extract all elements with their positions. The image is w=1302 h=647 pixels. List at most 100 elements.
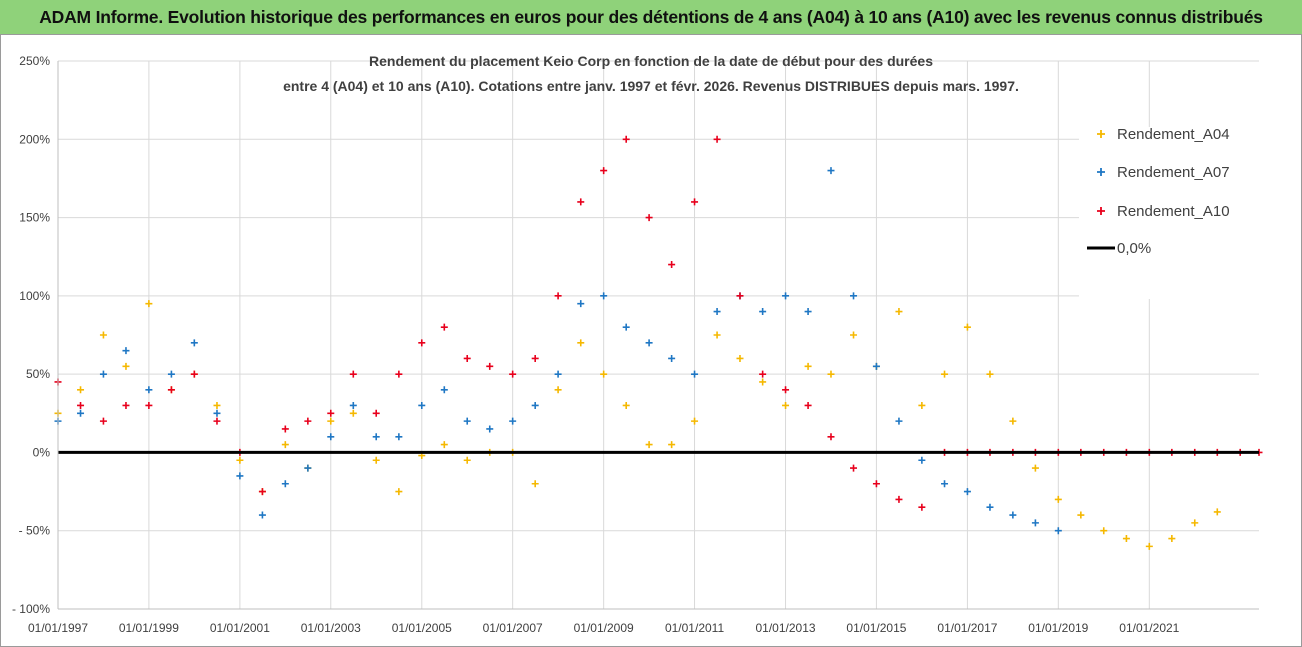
legend-marker-swatch: [1097, 207, 1105, 215]
report-banner: ADAM Informe. Evolution historique des p…: [0, 0, 1302, 35]
y-tick-label: 100%: [19, 289, 50, 303]
data-point: [349, 401, 357, 409]
data-point: [713, 135, 721, 143]
data-point: [349, 370, 357, 378]
series-Rendement_A04: [54, 300, 1221, 550]
data-point: [918, 456, 926, 464]
data-point: [304, 464, 312, 472]
data-point: [918, 503, 926, 511]
data-point: [122, 347, 130, 355]
data-point: [531, 480, 539, 488]
x-tick-label: 01/01/2015: [846, 621, 906, 635]
data-point: [145, 401, 153, 409]
data-point: [418, 339, 426, 347]
legend-item: 0,0%: [1087, 240, 1151, 257]
x-tick-label: 01/01/2003: [301, 621, 361, 635]
data-point: [395, 433, 403, 441]
data-point: [213, 409, 221, 417]
x-tick-label: 01/01/2009: [574, 621, 634, 635]
data-point: [1054, 527, 1062, 535]
data-point: [782, 292, 790, 300]
x-tick-label: 01/01/2001: [210, 621, 270, 635]
data-point: [986, 370, 994, 378]
data-point: [395, 488, 403, 496]
data-point: [486, 362, 494, 370]
data-point: [440, 386, 448, 394]
chart-title-line-1: Rendement du placement Keio Corp en fonc…: [369, 53, 933, 69]
x-tick-label: 01/01/1999: [119, 621, 179, 635]
data-point: [941, 480, 949, 488]
data-point: [145, 300, 153, 308]
data-point: [1031, 519, 1039, 527]
data-point: [804, 401, 812, 409]
data-point: [691, 198, 699, 206]
data-point: [1191, 519, 1199, 527]
legend-label: 0,0%: [1117, 240, 1151, 257]
data-point: [122, 362, 130, 370]
x-tick-label: 01/01/2013: [756, 621, 816, 635]
data-point: [872, 480, 880, 488]
data-point: [213, 417, 221, 425]
chart-title: Rendement du placement Keio Corp en fonc…: [283, 53, 1019, 94]
data-point: [759, 378, 767, 386]
data-point: [577, 339, 585, 347]
x-tick-label: 01/01/2017: [937, 621, 997, 635]
data-point: [372, 409, 380, 417]
data-point: [622, 401, 630, 409]
data-point: [258, 488, 266, 496]
data-point: [827, 167, 835, 175]
legend: Rendement_A04 Rendement_A07 Rendement_A10 0…: [1079, 126, 1264, 299]
data-point: [1100, 527, 1108, 535]
legend-box: [1079, 127, 1264, 299]
data-point: [645, 339, 653, 347]
legend-item: Rendement_A07: [1097, 164, 1230, 181]
data-point: [463, 354, 471, 362]
x-tick-label: 01/01/2019: [1028, 621, 1088, 635]
data-point: [850, 464, 858, 472]
legend-label: Rendement_A10: [1117, 203, 1230, 220]
data-point: [418, 401, 426, 409]
x-tick-label: 01/01/2005: [392, 621, 452, 635]
data-point: [850, 331, 858, 339]
gridlines: [57, 60, 1259, 610]
data-point: [668, 354, 676, 362]
data-point: [782, 386, 790, 394]
data-point: [531, 401, 539, 409]
data-point: [645, 441, 653, 449]
data-point: [463, 456, 471, 464]
legend-label: Rendement_A04: [1117, 126, 1230, 143]
data-point: [554, 386, 562, 394]
data-point: [759, 370, 767, 378]
legend-marker-swatch: [1097, 168, 1105, 176]
data-point: [99, 370, 107, 378]
series-Rendement_A07: [54, 167, 1062, 535]
y-tick-label: 50%: [26, 367, 50, 381]
data-point: [1145, 542, 1153, 550]
data-point: [167, 370, 175, 378]
data-point: [759, 308, 767, 316]
data-point: [895, 308, 903, 316]
data-point: [804, 362, 812, 370]
data-point: [872, 362, 880, 370]
data-point: [463, 417, 471, 425]
data-point: [895, 495, 903, 503]
data-point: [577, 300, 585, 308]
data-point: [372, 456, 380, 464]
data-point: [963, 488, 971, 496]
data-point: [554, 292, 562, 300]
y-tick-label: 0%: [33, 445, 51, 459]
data-point: [327, 409, 335, 417]
y-tick-label: 150%: [19, 211, 50, 225]
data-point: [122, 401, 130, 409]
chart-frame: 250% 200% 150% 100% 50% 0% - 50% - 100% 01/01/19…: [0, 34, 1302, 647]
data-point: [77, 386, 85, 394]
data-point: [531, 354, 539, 362]
legend-marker-swatch: [1097, 130, 1105, 138]
data-point: [304, 417, 312, 425]
data-point: [736, 292, 744, 300]
data-point: [713, 331, 721, 339]
data-point: [236, 456, 244, 464]
data-point: [327, 417, 335, 425]
data-point: [1009, 511, 1017, 519]
y-tick-label: 200%: [19, 132, 50, 146]
